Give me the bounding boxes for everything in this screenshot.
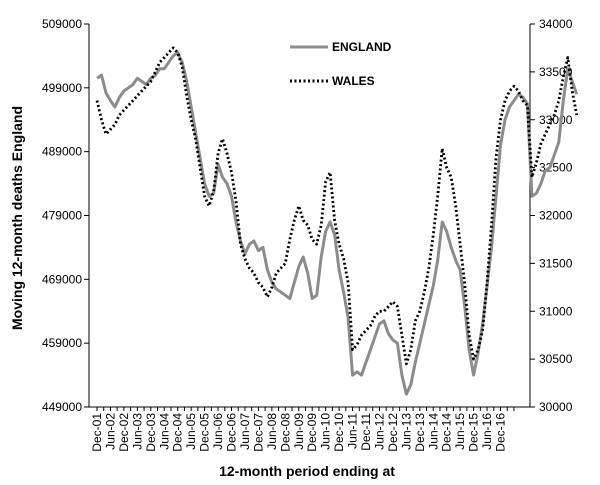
x-tick-label: Jun-05 [184,413,198,450]
x-tick-label: Dec-01 [90,413,104,452]
x-axis: Dec-01 Jun-02 Dec-02 Jun-03 Dec-03 Jun-04 Dec-… [89,406,530,452]
legend: ENGLAND WALES [290,40,392,88]
x-tick-label: Jun-10 [319,413,333,450]
x-tick-label: Jun-02 [103,413,117,450]
x-tick-label: Dec-07 [251,413,265,452]
x-tick-label: Dec-03 [144,413,158,452]
left-tick-label: 469000 [42,272,82,286]
x-tick-label: Dec-09 [305,413,319,452]
x-tick-label: Dec-12 [386,413,400,452]
x-tick-label: Jun-16 [480,413,494,450]
right-tick-label: 30500 [539,352,573,366]
right-tick-label: 32000 [539,209,573,223]
x-tick-label: Dec-16 [494,413,508,452]
left-tick-label: 449000 [42,400,82,414]
left-tick-label: 499000 [42,81,82,95]
x-tick-label: Dec-05 [198,413,212,452]
left-tick-label: 489000 [42,145,82,159]
x-tick-label: Dec-06 [225,413,239,452]
left-tick-label: 459000 [42,336,82,350]
x-tick-label: Jun-07 [238,413,252,450]
left-tick-label: 509000 [42,17,82,31]
series-line-wales [95,46,579,366]
x-tick-label: Dec-02 [117,413,131,452]
x-tick-label: Jun-11 [346,413,360,449]
x-tick-label: Dec-14 [440,413,454,452]
series-layer [95,46,579,396]
right-tick-label: 31000 [539,304,573,318]
right-tick-label: 33000 [539,113,573,127]
x-tick-label: Dec-10 [332,413,346,452]
x-tick-label: Dec-04 [171,413,185,452]
left-tick-label: 479000 [42,209,82,223]
x-tick-label: Jun-08 [265,413,279,450]
x-tick-label: Dec-15 [467,413,481,452]
legend-label-england: ENGLAND [332,40,392,54]
x-tick-label: Jun-03 [130,413,144,450]
right-tick-label: 30000 [539,400,573,414]
x-tick-label: Jun-12 [372,413,386,450]
y-axis-title: Moving 12-month deaths England [9,106,25,330]
right-tick-label: 31500 [539,256,573,270]
x-tick-label: Jun-06 [211,413,225,450]
left-y-axis: 449000 459000 469000 479000 489000 499000 5090… [42,17,90,414]
x-tick-label: Jun-04 [157,413,171,450]
x-tick-label: Dec-13 [413,413,427,452]
x-tick-label: Jun-15 [453,413,467,450]
x-tick-label: Jun-14 [426,413,440,450]
right-tick-label: 34000 [539,17,573,31]
x-tick-label: Dec-08 [278,413,292,452]
legend-label-wales: WALES [332,74,375,88]
x-tick-label: Dec-11 [359,413,373,451]
x-tick-label: Jun-13 [399,413,413,450]
x-axis-title: 12-month period ending at [219,463,395,479]
x-tick-label: Jun-09 [292,413,306,450]
series-line-england [96,51,579,396]
